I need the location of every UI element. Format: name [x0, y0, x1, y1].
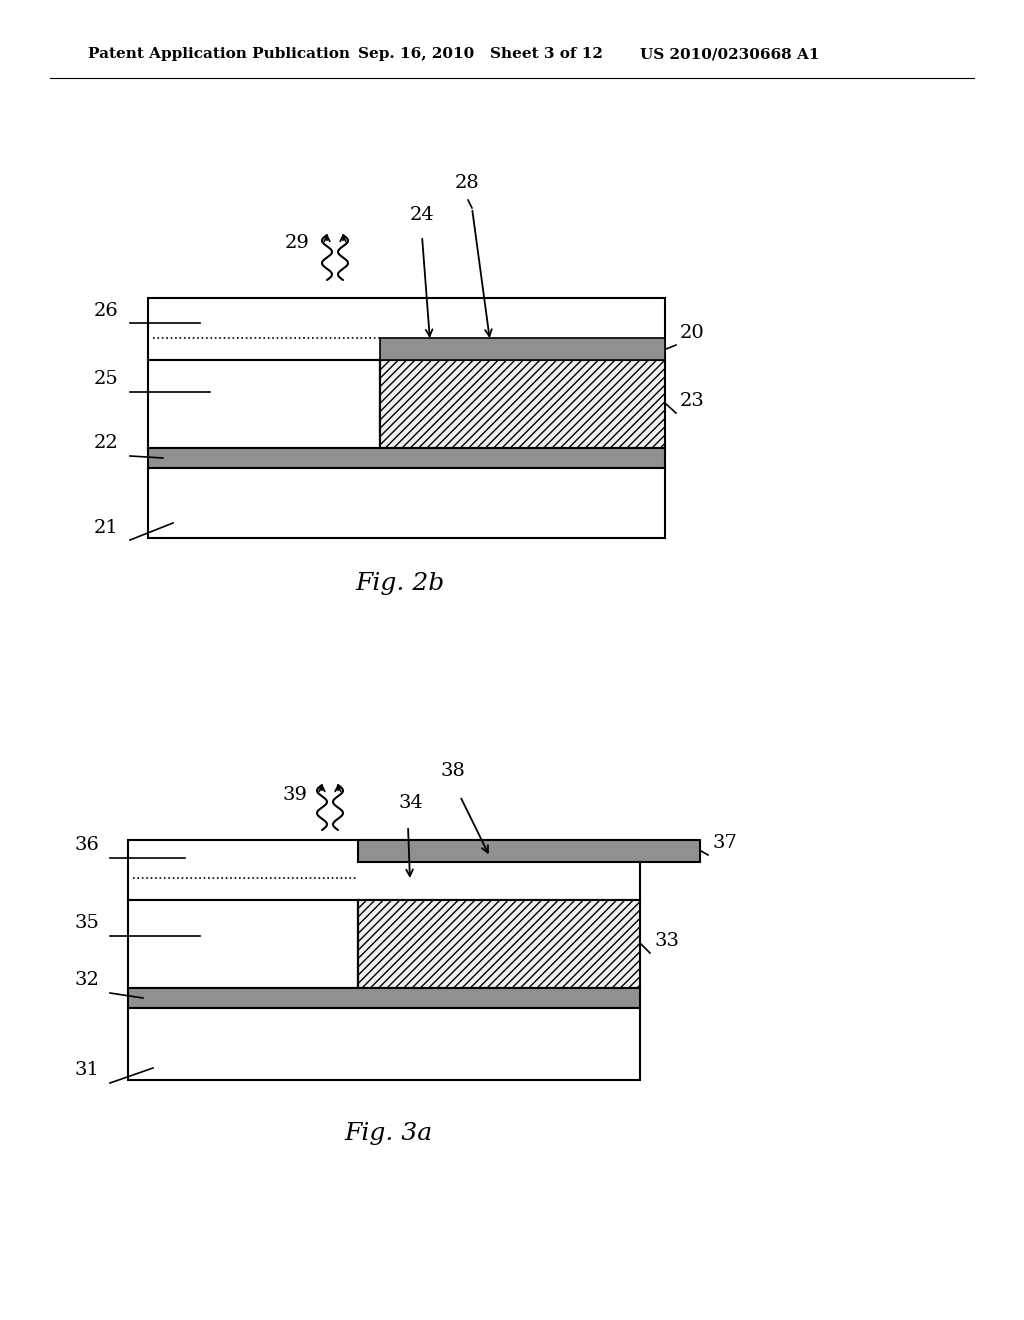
Bar [148, 447, 665, 469]
Text: Fig. 2b: Fig. 2b [355, 572, 444, 595]
Bar [128, 900, 358, 987]
Text: 26: 26 [94, 302, 119, 319]
Text: Fig. 3a: Fig. 3a [344, 1122, 432, 1144]
Text: 34: 34 [398, 795, 423, 812]
Text: 31: 31 [74, 1061, 99, 1078]
Text: Patent Application Publication: Patent Application Publication [88, 48, 350, 61]
Bar [358, 900, 640, 987]
Bar [380, 338, 665, 360]
Bar [148, 298, 665, 360]
Text: 39: 39 [282, 785, 307, 804]
Text: 37: 37 [712, 834, 737, 851]
Text: 20: 20 [680, 323, 705, 342]
Bar [148, 469, 665, 539]
Text: 21: 21 [94, 519, 119, 537]
Bar [128, 987, 640, 1008]
Text: 22: 22 [94, 434, 119, 451]
Bar [128, 840, 640, 900]
Bar [380, 360, 665, 447]
Bar [128, 1008, 640, 1080]
Text: 32: 32 [74, 972, 99, 989]
Text: 33: 33 [654, 932, 679, 950]
Text: 23: 23 [680, 392, 705, 411]
Text: 29: 29 [285, 234, 310, 252]
Text: Sep. 16, 2010   Sheet 3 of 12: Sep. 16, 2010 Sheet 3 of 12 [358, 48, 603, 61]
Bar [358, 840, 700, 862]
Text: 24: 24 [410, 206, 435, 224]
Text: 36: 36 [74, 836, 99, 854]
Text: 25: 25 [94, 370, 119, 388]
Text: 38: 38 [440, 762, 465, 780]
Text: 28: 28 [455, 174, 480, 191]
Text: 35: 35 [74, 913, 99, 932]
Bar [148, 360, 380, 447]
Text: US 2010/0230668 A1: US 2010/0230668 A1 [640, 48, 819, 61]
